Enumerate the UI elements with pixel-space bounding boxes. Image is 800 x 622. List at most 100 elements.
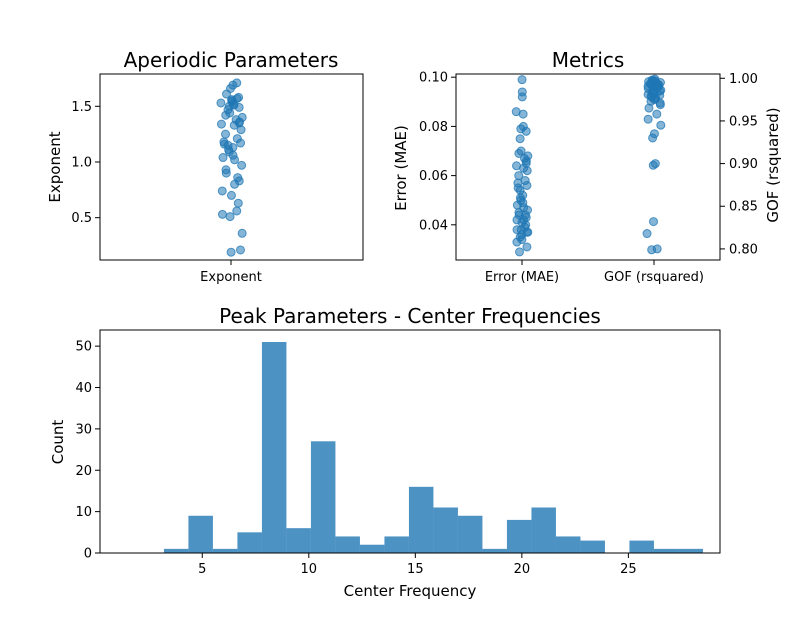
peak-y-tick-label: 30 — [75, 422, 92, 437]
metrics-right-y-tick-label: 0.90 — [729, 157, 758, 172]
exponent-points — [216, 78, 247, 257]
peak-title: Peak Parameters - Center Frequencies — [219, 304, 601, 328]
metrics-right-y-axis-label: GOF (rsquared) — [764, 107, 782, 222]
gof-points — [642, 74, 666, 255]
peak-y-tick-label: 50 — [75, 340, 92, 355]
aperiodic-title: Aperiodic Parameters — [124, 48, 339, 72]
exponent-point — [221, 110, 231, 120]
peak-x-axis-label: Center Frequency — [344, 582, 477, 600]
histogram-bar — [580, 540, 605, 553]
metrics-title: Metrics — [552, 48, 625, 72]
histogram-bar — [261, 342, 287, 553]
exponent-point — [217, 186, 227, 196]
histogram-bar — [531, 507, 556, 553]
metrics-panel: Metrics 0.04 0.06 0.08 0.10 0.80 0.85 0.90 0.9… — [392, 48, 782, 285]
peak-x-tick-label: 10 — [301, 562, 318, 577]
aperiodic-y-ticks: 0.5 1.0 1.5 — [71, 100, 100, 226]
aperiodic-y-tick-label: 1.5 — [71, 100, 92, 115]
error-point — [517, 92, 527, 102]
metrics-left-y-tick-label: 0.04 — [419, 218, 448, 233]
metrics-right-y-ticks: 0.80 0.85 0.90 0.95 1.00 — [720, 72, 758, 257]
histogram-bar — [286, 528, 311, 553]
metrics-right-y-tick-label: 0.80 — [729, 242, 758, 257]
error-point — [522, 166, 532, 176]
exponent-point — [226, 190, 236, 200]
histogram-bar — [629, 540, 654, 553]
histogram-bar — [678, 548, 703, 553]
exponent-point — [218, 153, 228, 163]
histogram-bar — [408, 486, 434, 553]
error-x-tick-label: Error (MAE) — [485, 270, 559, 285]
metrics-left-y-ticks: 0.04 0.06 0.08 0.10 — [419, 71, 456, 233]
histogram-bar — [506, 519, 532, 553]
exponent-point — [236, 125, 246, 135]
error-point — [522, 180, 532, 190]
error-point — [518, 109, 528, 119]
gof-x-tick-label: GOF (rsquared) — [604, 270, 704, 285]
gof-point — [655, 100, 665, 110]
exponent-point — [226, 247, 236, 257]
peak-y-ticks: 0 10 20 30 40 50 — [75, 340, 100, 562]
peak-x-ticks: 5 10 15 20 25 — [198, 553, 637, 577]
metrics-left-y-axis-label: Error (MAE) — [392, 125, 410, 211]
histogram-bar — [359, 544, 385, 553]
error-point — [521, 126, 531, 136]
exponent-point — [221, 168, 231, 178]
histogram-bar — [212, 548, 238, 553]
gof-point — [656, 120, 666, 130]
metrics-left-y-tick-label: 0.06 — [419, 169, 448, 184]
peak-axes-frame — [99, 329, 721, 554]
histogram-bar — [433, 507, 458, 553]
histogram-bar — [335, 536, 360, 553]
peak-y-tick-label: 0 — [84, 547, 92, 562]
exponent-point — [221, 89, 231, 99]
exponent-point — [236, 138, 246, 148]
gof-point — [643, 114, 653, 124]
exponent-point — [235, 245, 245, 255]
histogram-bar — [384, 536, 409, 553]
error-point — [522, 242, 532, 252]
peak-y-tick-label: 40 — [75, 381, 92, 396]
exponent-point — [234, 102, 244, 112]
gof-point — [647, 245, 657, 255]
gof-point — [642, 229, 652, 239]
exponent-point — [232, 206, 242, 216]
exponent-point — [216, 98, 226, 108]
peak-x-tick-label: 25 — [620, 562, 637, 577]
exponent-point — [237, 160, 247, 170]
exponent-point — [221, 129, 231, 139]
peak-x-tick-label: 5 — [198, 562, 206, 577]
aperiodic-panel: Aperiodic Parameters 0.51.01.5 Exponent … — [46, 48, 364, 285]
gof-point — [648, 133, 658, 143]
error-point — [517, 75, 527, 85]
gof-point — [644, 103, 654, 113]
histogram-bar — [555, 536, 581, 553]
aperiodic-y-axis-label: Exponent — [46, 131, 64, 202]
exponent-point — [233, 198, 243, 208]
error-point — [514, 148, 524, 158]
histogram-bar — [163, 548, 189, 553]
peak-x-tick-label: 15 — [407, 562, 424, 577]
peak-panel: Peak Parameters - Center Frequencies 5 10… — [49, 304, 721, 600]
histogram-bar — [653, 548, 679, 553]
error-point — [515, 247, 525, 257]
histogram-bar — [188, 515, 213, 553]
peak-x-tick-label: 20 — [514, 562, 531, 577]
error-point — [512, 237, 522, 247]
exponent-point — [230, 155, 240, 165]
aperiodic-y-tick-label: 0.5 — [71, 211, 92, 226]
metrics-right-y-tick-label: 0.85 — [729, 200, 758, 215]
peak-y-tick-label: 20 — [75, 464, 92, 479]
gof-point — [648, 160, 658, 170]
gof-point — [652, 109, 662, 119]
peak-y-axis-label: Count — [49, 420, 67, 465]
histogram-bar — [237, 532, 262, 553]
peak-y-tick-label: 10 — [75, 505, 92, 520]
metrics-right-y-tick-label: 1.00 — [729, 72, 758, 87]
metrics-axes-frame — [455, 73, 721, 261]
aperiodic-x-tick-label: Exponent — [200, 270, 262, 285]
histogram-bar — [310, 441, 336, 553]
exponent-point — [216, 119, 226, 129]
aperiodic-y-tick-label: 1.0 — [71, 155, 92, 170]
